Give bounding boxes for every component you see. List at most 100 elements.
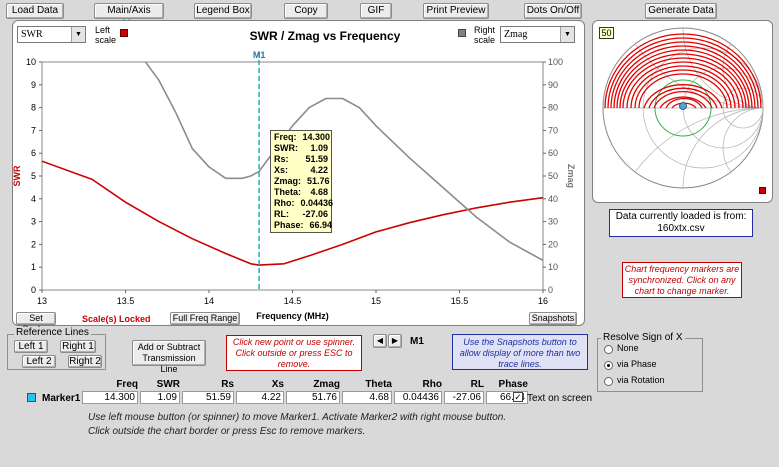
readout-row: Freq: 14.300 — [274, 132, 330, 143]
marker-m1-label: M1 — [253, 50, 266, 60]
x-tick-label: 14.5 — [284, 296, 302, 306]
zmag-series-line — [144, 62, 543, 262]
readout-row: Theta: 4.68 — [274, 187, 328, 198]
full-freq-range-button[interactable]: Full Freq Range — [170, 312, 240, 325]
generate-data-button[interactable]: Generate Data — [645, 3, 717, 19]
column-header: Rho — [422, 379, 442, 390]
resolve-none-label: None — [617, 343, 639, 353]
right-tick-label: 90 — [548, 80, 558, 90]
right-tick-label: 30 — [548, 217, 558, 227]
readout-key: Zmag: — [274, 176, 301, 186]
right-scale-select[interactable]: Zmag ▼ — [500, 26, 575, 43]
loaded-file-box: Data currently loaded is from: 160xtx.cs… — [609, 209, 753, 237]
left-scale-select-value: SWR — [21, 29, 43, 40]
left-tick-label: 7 — [31, 125, 36, 135]
marker-next-button[interactable]: ▶ — [388, 334, 402, 348]
dots-on-off-button[interactable]: Dots On/Off — [524, 3, 582, 19]
x-tick-label: 16 — [538, 296, 548, 306]
left-scale-select[interactable]: SWR ▼ — [17, 26, 86, 43]
left-tick-label: 0 — [31, 285, 36, 295]
readout-value: -27.06 — [302, 209, 328, 219]
scales-locked-label: Scale(s) Locked — [82, 314, 151, 324]
readout-row: RL: -27.06 — [274, 209, 328, 220]
loaded-file-name: 160xtx.csv — [657, 223, 705, 234]
column-header: RL — [470, 379, 484, 390]
right-tick-label: 10 — [548, 262, 558, 272]
left-tick-label: 5 — [31, 171, 36, 181]
right-tick-label: 60 — [548, 148, 558, 158]
readout-value: 66.94 — [309, 220, 333, 230]
column-header: SWR — [156, 379, 180, 390]
text-on-screen-label: Text on screen — [527, 393, 593, 404]
left2-button[interactable]: Left 2 — [22, 355, 56, 368]
column-header: Phase — [498, 379, 528, 390]
readout-row: Rs: 51.59 — [274, 154, 328, 165]
print-preview-button[interactable]: Print Preview — [423, 3, 489, 19]
readout-key: Rho: — [274, 198, 295, 208]
left-tick-label: 3 — [31, 217, 36, 227]
set-scales-button[interactable]: Set Scales — [16, 312, 56, 334]
marker-spinner-label: M1 — [410, 336, 424, 347]
gif-button[interactable]: GIF — [360, 3, 392, 19]
snapshots-note: Use the Snapshots button to allow displa… — [452, 334, 588, 370]
readout-row: SWR: 1.09 — [274, 143, 328, 154]
add-subtract-transmission-line-button[interactable]: Add or Subtract Transmission Line — [132, 340, 206, 374]
sync-note: Chart frequency markers are synchronized… — [622, 262, 742, 298]
right1-button[interactable]: Right 1 — [60, 340, 96, 353]
column-header: Zmag — [313, 379, 340, 390]
readout-key: Rs: — [274, 154, 289, 164]
right-tick-label: 70 — [548, 125, 558, 135]
readout-value: 51.76 — [307, 176, 330, 186]
text-on-screen-checkbox[interactable]: ✓ — [513, 392, 523, 402]
resolve-none-radio[interactable] — [604, 345, 613, 354]
copy-button[interactable]: Copy — [284, 3, 328, 19]
resolve-rotation-radio[interactable] — [604, 377, 613, 386]
left-scale-color-swatch[interactable] — [120, 29, 128, 37]
right-scale-color-swatch[interactable] — [458, 29, 466, 37]
right2-button[interactable]: Right 2 — [68, 355, 102, 368]
column-header: Rs — [221, 379, 234, 390]
table-cell: 4.68 — [342, 391, 392, 404]
right-tick-label: 80 — [548, 103, 558, 113]
readout-value: 1.09 — [310, 143, 328, 153]
readout-row: Phase: 66.94 — [274, 220, 332, 231]
left-tick-label: 1 — [31, 262, 36, 272]
readout-key: SWR: — [274, 143, 298, 153]
left-tick-label: 6 — [31, 148, 36, 158]
right-tick-label: 100 — [548, 57, 563, 67]
smith-chart[interactable] — [594, 22, 772, 202]
readout-value: 0.04436 — [300, 198, 334, 208]
marker-readout: Freq: 14.300 SWR: 1.09 Rs: 51.59 Xs: 4.22 Zmag: 5… — [270, 130, 333, 233]
left-tick-label: 4 — [31, 194, 36, 204]
readout-row: Zmag: 51.76 — [274, 176, 330, 187]
readout-key: Xs: — [274, 165, 289, 175]
column-header: Theta — [365, 379, 392, 390]
click-point-note: Click new point or use spinner. Click ou… — [226, 335, 362, 371]
legend-box-button[interactable]: Legend Box — [194, 3, 252, 19]
resolve-rotation-label: via Rotation — [617, 375, 665, 385]
readout-row: Xs: 4.22 — [274, 165, 328, 176]
readout-key: Phase: — [274, 220, 304, 230]
readout-row: Rho: 0.04436 — [274, 198, 333, 209]
chart-title: SWR / Zmag vs Frequency — [249, 29, 401, 43]
table-cell: 1.09 — [140, 391, 180, 404]
chevron-down-icon: ▼ — [71, 27, 85, 42]
load-data-button[interactable]: Load Data — [6, 3, 64, 19]
table-cell: 51.59 — [182, 391, 234, 404]
marker1-label: Marker1 — [42, 393, 81, 404]
smith-color-swatch[interactable] — [759, 187, 766, 194]
right-tick-label: 0 — [548, 285, 553, 295]
right-scale-select-value: Zmag — [504, 29, 528, 40]
snapshots-button[interactable]: Snapshots — [529, 312, 577, 325]
column-header: Xs — [271, 379, 284, 390]
right-tick-label: 20 — [548, 239, 558, 249]
marker1-color-icon — [27, 393, 36, 402]
table-cell: 4.22 — [236, 391, 284, 404]
smith-impedance-badge[interactable]: 50 — [599, 27, 614, 39]
marker-prev-button[interactable]: ◀ — [373, 334, 387, 348]
reference-lines-title: Reference Lines — [14, 327, 91, 338]
left1-button[interactable]: Left 1 — [14, 340, 48, 353]
resolve-sign-title: Resolve Sign of X — [601, 332, 685, 343]
loaded-file-caption: Data currently loaded is from: — [615, 211, 747, 222]
resolve-phase-radio[interactable] — [604, 361, 613, 370]
